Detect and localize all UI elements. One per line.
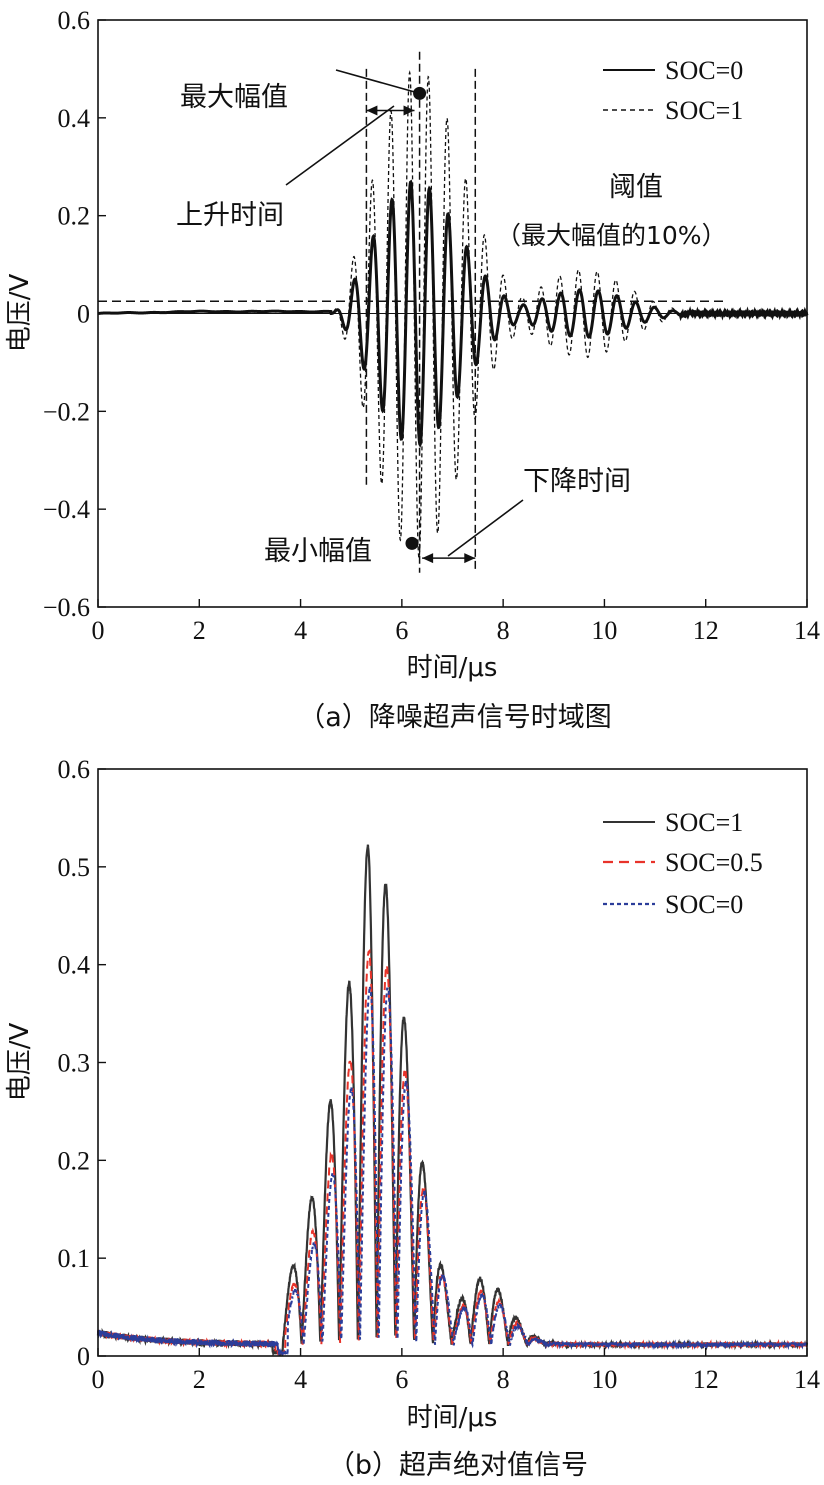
- max-amplitude-leader: [335, 69, 420, 95]
- panel-a-xtick-label: 4: [294, 616, 307, 645]
- panel-a-ytick-label: −0.2: [43, 397, 90, 426]
- annot-threshold: 阈值: [609, 172, 663, 203]
- legend-a-soc1-label: SOC=1: [665, 96, 743, 125]
- panel-a-caption: （a）降噪超声信号时域图: [298, 702, 612, 733]
- panel-a-ytick-label: 0.2: [58, 202, 91, 231]
- panel-b-xtick-label: 6: [395, 1365, 408, 1394]
- panel-b-xtick-label: 8: [497, 1365, 510, 1394]
- annot-rise-time: 上升时间: [176, 200, 284, 231]
- panel-b-xtick-label: 4: [294, 1365, 307, 1394]
- panel-a-chart: 0 2 4 6 8 10 12 14 −0.6 −0.4 −0.2 0 0.2 0.4 0.6 SOC=0 …: [5, 6, 820, 733]
- panel-b-ytick-label: 0.4: [58, 951, 91, 980]
- panel-b-xlabel: 时间/μs: [407, 1403, 498, 1433]
- panel-b-ytick-label: 0.3: [58, 1049, 91, 1078]
- panel-b-ytick-label: 0.2: [58, 1146, 91, 1175]
- panel-b-legend: SOC=1 SOC=0.5 SOC=0: [603, 808, 763, 919]
- panel-a-xtick-label: 6: [395, 616, 408, 645]
- series-a-soc1: [97, 70, 808, 561]
- legend-a-soc0-label: SOC=0: [665, 56, 743, 85]
- legend-b-soc1-label: SOC=1: [665, 808, 743, 837]
- panel-b-ytick-label: 0.5: [58, 853, 91, 882]
- legend-b-soc05-label: SOC=0.5: [665, 848, 763, 877]
- panel-a-xtick-label: 0: [92, 616, 105, 645]
- annot-max-amplitude: 最大幅值: [180, 82, 288, 113]
- panel-b-xtick-label: 10: [591, 1365, 617, 1394]
- panel-a-ticks: 0 2 4 6 8 10 12 14 −0.6 −0.4 −0.2 0 0.2 0.4 0.6: [43, 6, 820, 645]
- panel-b-xtick-label: 14: [794, 1365, 820, 1394]
- panel-a-annotations: [98, 51, 807, 573]
- panel-a-xtick-label: 2: [193, 616, 206, 645]
- panel-b-xtick-label: 2: [193, 1365, 206, 1394]
- series-b-soc1: [96, 844, 809, 1357]
- panel-b-xtick-label: 0: [92, 1365, 105, 1394]
- panel-a-series: [97, 70, 809, 561]
- panel-a-ytick-label: 0.4: [58, 104, 91, 133]
- min-amplitude-point: [405, 536, 419, 550]
- rise-time-arrow: [366, 105, 415, 116]
- panel-a-ytick-label: −0.6: [43, 593, 90, 622]
- panel-b-ytick-label: 0: [77, 1342, 90, 1371]
- panel-b-series: [96, 844, 809, 1357]
- panel-a-xtick-label: 10: [591, 616, 617, 645]
- panel-b-ticks: 0 2 4 6 8 10 12 14 0 0.1 0.2 0.3 0.4 0.5 0.6: [58, 755, 821, 1394]
- panel-b-ytick-label: 0.6: [58, 755, 91, 784]
- panel-a-legend: SOC=0 SOC=1: [603, 56, 743, 125]
- fall-time-leader: [447, 499, 524, 557]
- panel-a-xtick-label: 12: [693, 616, 719, 645]
- panel-a-xtick-label: 14: [794, 616, 820, 645]
- annot-fall-time: 下降时间: [523, 466, 631, 497]
- panel-a-xlabel: 时间/μs: [407, 653, 498, 683]
- panel-b-ytick-label: 0.1: [58, 1244, 91, 1273]
- panel-b-ylabel: 电压/V: [5, 1023, 35, 1102]
- panel-a-ytick-label: 0.6: [58, 6, 91, 35]
- annot-min-amplitude: 最小幅值: [264, 536, 372, 567]
- panel-b-chart: 0 2 4 6 8 10 12 14 0 0.1 0.2 0.3 0.4 0.5 0.6 SOC=1 SOC…: [5, 755, 820, 1481]
- series-b-soc05: [97, 948, 808, 1357]
- panel-a-xtick-label: 8: [497, 616, 510, 645]
- legend-b-soc0-label: SOC=0: [665, 890, 743, 919]
- panel-a-ytick-label: 0: [77, 300, 90, 329]
- panel-b-caption: （b）超声绝对值信号: [328, 1450, 588, 1481]
- rise-time-leader: [285, 105, 395, 186]
- panel-a-ylabel: 电压/V: [5, 274, 35, 353]
- panel-b-xtick-label: 12: [693, 1365, 719, 1394]
- series-b-soc0: [97, 986, 808, 1357]
- fall-time-arrow: [422, 553, 476, 564]
- panel-a-ytick-label: −0.4: [43, 495, 90, 524]
- annot-threshold-note: （最大幅值的10%）: [496, 221, 727, 250]
